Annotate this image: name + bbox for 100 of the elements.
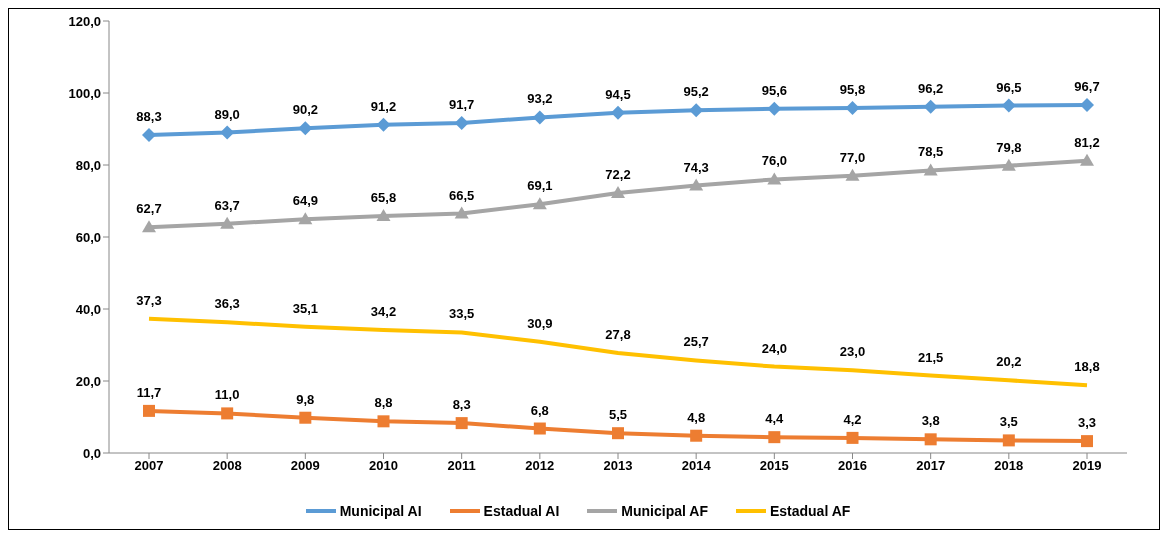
- y-tick-label: 40,0: [75, 301, 101, 317]
- data-label: 20,2: [996, 354, 1022, 370]
- data-label: 4,8: [687, 409, 706, 425]
- data-label: 96,2: [918, 80, 944, 96]
- legend-label: Estadual AF: [769, 503, 851, 519]
- data-label: 78,5: [918, 144, 944, 160]
- legend-label: Estadual AI: [483, 503, 560, 519]
- y-tick-label: 120,0: [68, 13, 101, 29]
- data-label: 35,1: [292, 300, 318, 316]
- x-tick-label: 2007: [134, 458, 164, 474]
- x-tick-label: 2019: [1072, 458, 1102, 474]
- data-label: 23,0: [839, 344, 866, 360]
- x-tick-label: 2018: [994, 458, 1024, 474]
- point: [298, 121, 313, 136]
- data-label: 64,9: [292, 193, 318, 209]
- data-label: 94,5: [605, 86, 631, 102]
- point: [845, 101, 860, 116]
- data-label: 66,5: [449, 187, 475, 203]
- data-label: 69,1: [527, 178, 553, 194]
- data-label: 76,0: [761, 153, 787, 169]
- data-label: 90,2: [292, 102, 318, 118]
- point: [689, 178, 704, 191]
- point: [611, 105, 625, 120]
- data-label: 95,6: [761, 82, 787, 98]
- point: [143, 404, 155, 417]
- data-label: 81,2: [1074, 134, 1100, 150]
- data-label: 89,0: [214, 106, 240, 122]
- point: [612, 427, 624, 440]
- x-tick-label: 2015: [759, 458, 789, 474]
- point: [1080, 97, 1094, 112]
- data-label: 36,3: [214, 296, 240, 312]
- point: [455, 417, 468, 430]
- data-label: 88,3: [136, 109, 162, 125]
- point: [532, 110, 547, 125]
- x-tick-label: 2017: [916, 458, 946, 474]
- point: [924, 433, 937, 446]
- data-label: 9,8: [296, 391, 315, 407]
- data-label: 91,7: [449, 96, 475, 112]
- data-label: 18,8: [1074, 359, 1100, 375]
- point: [142, 128, 156, 143]
- data-label: 77,0: [839, 149, 866, 165]
- y-tick-label: 100,0: [68, 85, 101, 101]
- data-label: 74,3: [683, 159, 709, 175]
- data-label: 8,3: [452, 397, 471, 413]
- point: [454, 206, 469, 219]
- x-tick-label: 2011: [447, 458, 476, 474]
- data-label: 96,7: [1074, 78, 1100, 94]
- data-label: 34,2: [370, 303, 397, 319]
- y-tick-label: 0,0: [82, 445, 101, 461]
- data-label: 4,2: [843, 411, 862, 427]
- legend-label: Municipal AI: [339, 503, 422, 519]
- data-label: 11,7: [136, 384, 162, 400]
- legend-label: Municipal AF: [621, 503, 708, 519]
- data-label: 79,8: [996, 139, 1022, 155]
- y-tick-label: 20,0: [75, 373, 101, 389]
- data-label: 37,3: [136, 292, 162, 308]
- y-tick-label: 60,0: [75, 229, 101, 245]
- point: [299, 411, 312, 424]
- point: [220, 216, 235, 229]
- data-label: 3,3: [1077, 415, 1097, 431]
- x-tick-label: 2016: [838, 458, 867, 474]
- point: [220, 125, 235, 140]
- point: [690, 429, 703, 442]
- point: [923, 99, 938, 114]
- x-tick-label: 2012: [525, 458, 555, 474]
- data-label: 5,5: [608, 407, 628, 423]
- point: [1080, 153, 1094, 166]
- data-label: 62,7: [136, 201, 162, 217]
- data-label: 72,2: [605, 167, 631, 183]
- data-label: 24,0: [761, 340, 787, 356]
- point: [376, 209, 391, 222]
- data-label: 63,7: [214, 197, 240, 213]
- point: [377, 415, 390, 428]
- point: [454, 115, 469, 130]
- data-label: 30,9: [527, 315, 553, 331]
- data-label: 25,7: [683, 334, 709, 350]
- data-label: 4,4: [765, 411, 785, 427]
- data-label: 21,5: [918, 349, 944, 365]
- x-tick-label: 2008: [212, 458, 242, 474]
- point: [767, 172, 782, 185]
- x-tick-label: 2013: [603, 458, 633, 474]
- x-tick-label: 2010: [369, 458, 398, 474]
- data-label: 3,8: [921, 413, 940, 429]
- point: [768, 431, 781, 444]
- point: [532, 197, 547, 210]
- point: [689, 103, 704, 118]
- point: [221, 407, 234, 420]
- point: [845, 168, 860, 181]
- x-tick-label: 2014: [681, 458, 712, 474]
- point: [611, 186, 625, 199]
- data-label: 27,8: [605, 326, 631, 342]
- point: [767, 101, 782, 116]
- point: [1081, 435, 1093, 448]
- point: [923, 163, 938, 176]
- point: [376, 117, 391, 132]
- data-label: 11,0: [214, 387, 240, 403]
- point: [846, 431, 859, 444]
- y-tick-label: 80,0: [75, 157, 101, 173]
- data-label: 8,8: [374, 395, 393, 411]
- data-label: 65,8: [370, 190, 397, 206]
